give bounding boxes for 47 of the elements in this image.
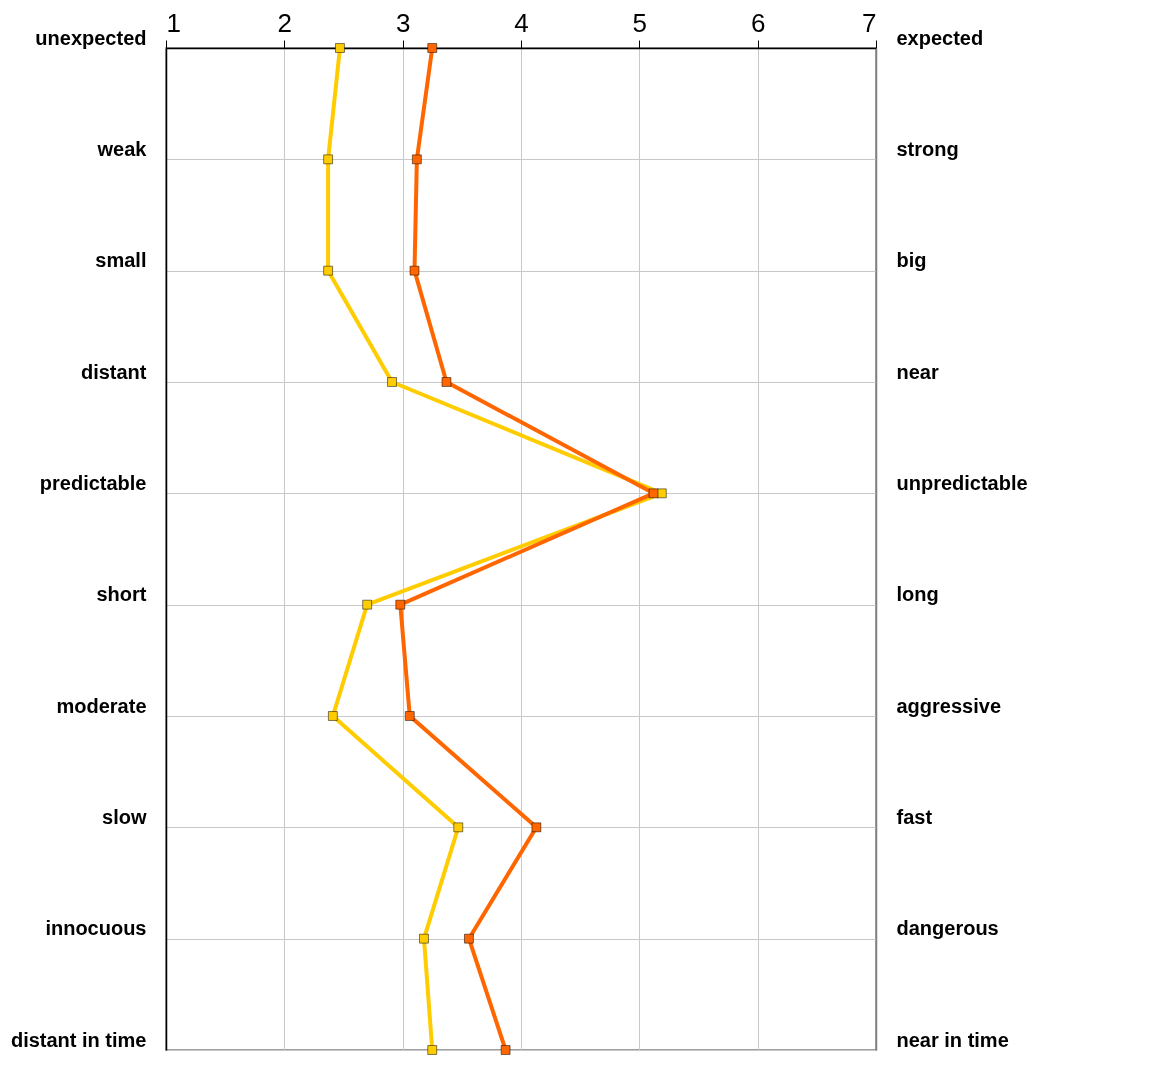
x-tick-label: 5	[632, 7, 648, 38]
x-tick-label: 1	[166, 7, 181, 38]
point	[328, 711, 338, 721]
point	[657, 488, 667, 499]
y-tick-label: moderate	[56, 694, 147, 717]
y-tick-label: weak	[96, 137, 148, 160]
point	[387, 377, 397, 387]
x-tick-label: 7	[862, 7, 877, 38]
point	[362, 599, 372, 610]
y-tick-label: short	[96, 583, 147, 606]
x-tick-label: 4	[514, 7, 529, 38]
point	[323, 154, 333, 165]
y2-tick-label: aggressive	[896, 694, 1002, 717]
y2-tick-label: expected	[896, 26, 984, 49]
point	[427, 1045, 437, 1055]
y2-tick-label: near in time	[896, 1028, 1009, 1051]
y2-tick-label: big	[896, 249, 927, 272]
y2-tick-label: unpredictable	[896, 471, 1028, 494]
point	[419, 933, 429, 944]
point	[323, 265, 333, 276]
x-tick-label: 6	[750, 7, 766, 38]
point	[412, 154, 422, 165]
point	[464, 933, 474, 944]
x-tick-label: 3	[395, 7, 411, 38]
point	[531, 822, 542, 833]
y2-tick-label: long	[896, 583, 939, 606]
y-tick-label: distant	[80, 360, 147, 383]
y2-tick-label: near	[896, 360, 939, 383]
y-tick-label: distant in time	[10, 1028, 147, 1051]
point	[500, 1045, 511, 1055]
point	[427, 43, 437, 53]
point	[405, 711, 415, 721]
y2-tick-label: dangerous	[896, 917, 999, 940]
point	[648, 488, 659, 499]
y2-tick-label: strong	[896, 137, 959, 160]
point	[441, 377, 452, 387]
y-tick-label: predictable	[39, 471, 147, 494]
y-tick-label: small	[95, 249, 147, 272]
point	[335, 43, 345, 53]
point	[453, 822, 464, 833]
y2-tick-label: fast	[896, 805, 933, 828]
point	[395, 599, 406, 610]
y-tick-label: innocuous	[45, 917, 147, 940]
x-tick-label: 2	[277, 7, 293, 38]
point	[409, 265, 420, 276]
y-tick-label: unexpected	[35, 26, 147, 49]
y-tick-label: slow	[102, 805, 147, 828]
